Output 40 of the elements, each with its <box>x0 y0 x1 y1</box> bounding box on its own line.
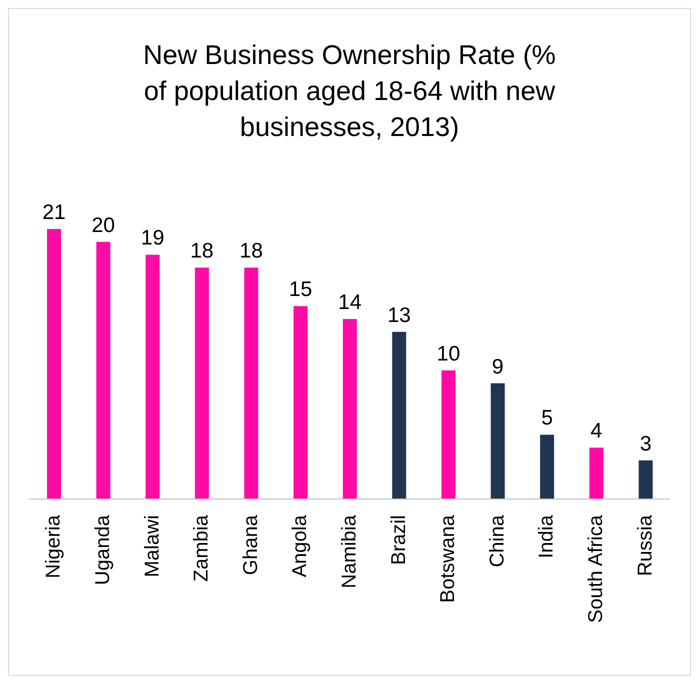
data-label: 18 <box>190 240 214 263</box>
bar <box>96 242 110 499</box>
data-label: 13 <box>387 304 411 327</box>
data-label: 18 <box>240 240 263 263</box>
bar <box>490 383 505 499</box>
x-tick-label: Angola <box>289 514 312 578</box>
x-tick-label: India <box>536 514 558 558</box>
bar <box>342 319 357 499</box>
x-tick-label: Namibia <box>338 514 360 588</box>
x-tick-label: Russia <box>634 514 656 576</box>
bar <box>47 229 61 499</box>
x-tick-label: Nigeria <box>42 514 65 578</box>
bar <box>392 332 406 499</box>
x-tick-label: South Africa <box>585 514 608 623</box>
data-label: 9 <box>492 355 504 378</box>
x-tick-label: Uganda <box>92 514 114 586</box>
data-label: 19 <box>140 226 164 250</box>
x-tick-label: Botswana <box>437 514 460 603</box>
x-tick-label: Ghana <box>240 514 262 576</box>
bar <box>540 434 554 499</box>
bar <box>638 460 653 499</box>
bar <box>244 268 258 499</box>
data-label: 10 <box>436 342 460 366</box>
data-label: 4 <box>590 420 603 443</box>
chart-title: New Business Ownership Rate (% of population aged 18-64 with new businesses, 2013) <box>142 39 557 144</box>
data-label: 3 <box>640 432 652 456</box>
bar <box>146 254 160 499</box>
data-label: 20 <box>92 214 115 237</box>
x-tick-label: Zambia <box>190 514 213 582</box>
data-label: 21 <box>42 201 66 224</box>
x-tick-label: China <box>486 514 508 568</box>
data-label: 14 <box>338 291 362 314</box>
bar <box>589 448 604 499</box>
data-label: 15 <box>288 278 312 302</box>
x-tick-label: Brazil <box>388 515 410 566</box>
bar <box>194 268 209 499</box>
data-label: 5 <box>541 406 553 430</box>
bar <box>441 370 456 499</box>
bar <box>294 306 308 499</box>
x-tick-label: Malawi <box>141 515 164 578</box>
